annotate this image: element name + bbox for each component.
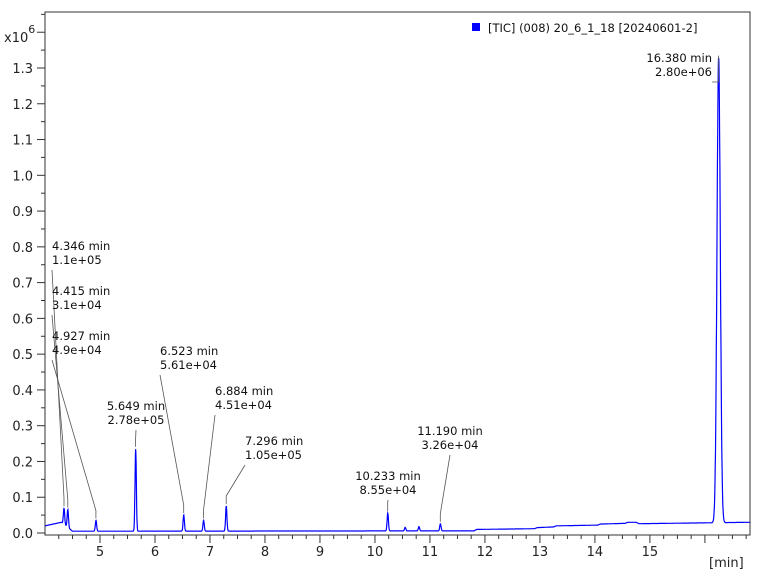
peak-time-label: 6.884 min [215, 384, 273, 398]
legend-label: [TIC] (008) 20_6_1_18 [20240601-2] [488, 21, 697, 35]
peak-marker [51, 269, 65, 507]
peak-marker [203, 414, 216, 519]
y-tick-label: 0.6 [12, 312, 33, 327]
y-tick-label: 1.2 [12, 98, 33, 113]
peak-marker [51, 359, 97, 519]
peak-area-label: 1.05e+05 [245, 448, 302, 462]
x-axis-label: [min] [709, 556, 744, 571]
legend: [TIC] (008) 20_6_1_18 [20240601-2] [472, 21, 697, 35]
peak-marker [159, 374, 185, 513]
y-tick-label: 1.3 [12, 62, 33, 77]
peak-marker [712, 55, 719, 83]
peak-time-label: 16.380 min [646, 51, 712, 65]
y-tick-label: 0.1 [12, 491, 33, 506]
y-multiplier-exponent: 6 [28, 23, 35, 36]
plot-frame [44, 11, 751, 536]
y-tick-label: 0.0 [12, 527, 33, 542]
x-tick-label: 8 [261, 545, 269, 560]
x-tick-label: 12 [477, 545, 494, 560]
peak-area-label: 1.1e+05 [52, 253, 102, 267]
peak-time-label: 11.190 min [417, 424, 483, 438]
y-axis: 0.0 0.1 0.2 0.3 0.4 0.5 0.6 0.7 0.8 0.9 1.0 1.1 1.2 1… [12, 13, 45, 542]
y-tick-label: 1.0 [12, 169, 33, 184]
tic-trace [45, 58, 750, 532]
y-tick-label: 0.3 [12, 420, 33, 435]
y-tick-label: 0.4 [12, 384, 33, 399]
peak-marker [439, 454, 451, 522]
y-multiplier: x106 [4, 23, 35, 46]
peak-time-label: 4.415 min [52, 284, 110, 298]
peak-time-label: 6.523 min [160, 344, 218, 358]
peak-area-label: 3.1e+04 [52, 298, 102, 312]
x-tick-label: 13 [532, 545, 549, 560]
peak-area-label: 4.51e+04 [215, 398, 272, 412]
x-tick-label: 9 [316, 545, 324, 560]
x-tick-label: 15 [642, 545, 659, 560]
peak-time-label: 5.649 min [107, 399, 165, 413]
peak-time-label: 10.233 min [355, 469, 421, 483]
x-tick-label: 10 [367, 545, 384, 560]
x-tick-label: 14 [587, 545, 604, 560]
peak-marker [51, 314, 69, 508]
y-tick-label: 0.5 [12, 348, 33, 363]
peak-area-label: 2.78e+05 [108, 413, 165, 427]
peak-area-label: 8.55e+04 [360, 483, 417, 497]
x-tick-label: 11 [422, 545, 439, 560]
peak-area-label: 2.80e+06 [655, 65, 712, 79]
x-tick-label: 7 [206, 545, 214, 560]
legend-swatch [472, 23, 480, 31]
y-tick-label: 0.8 [12, 241, 33, 256]
y-tick-label: 0.7 [12, 277, 33, 292]
peak-area-label: 5.61e+04 [160, 358, 217, 372]
peak-marker [225, 464, 246, 504]
x-axis: 5 6 7 8 9 10 11 12 13 14 15 [58, 535, 747, 560]
y-tick-label: 1.1 [12, 134, 33, 149]
peak-time-label: 4.346 min [52, 239, 110, 253]
x-tick-label: 5 [96, 545, 104, 560]
peak-time-label: 7.296 min [245, 434, 303, 448]
peak-time-label: 4.927 min [52, 329, 110, 343]
x-tick-label: 6 [151, 545, 159, 560]
y-multiplier-base: x10 [4, 31, 28, 46]
y-tick-label: 0.9 [12, 205, 33, 220]
peak-area-label: 3.26e+04 [422, 438, 479, 452]
y-tick-label: 0.2 [12, 455, 33, 470]
peak-area-label: 4.9e+04 [52, 343, 102, 357]
